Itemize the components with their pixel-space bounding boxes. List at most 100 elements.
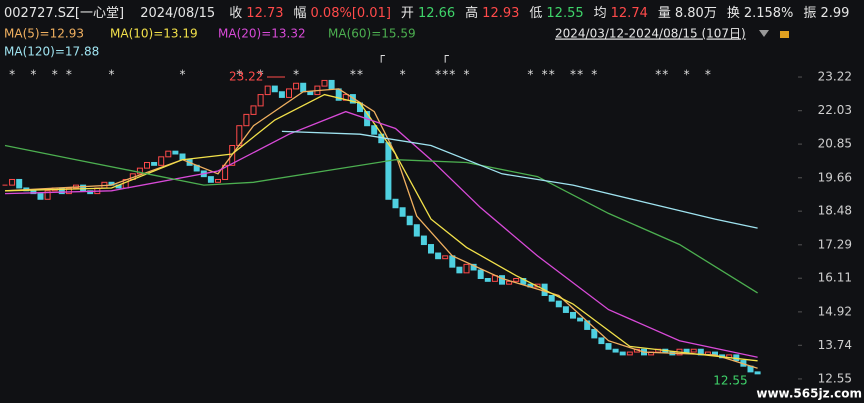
event-mark: * xyxy=(449,68,455,82)
candle xyxy=(626,351,633,356)
date: 2024/08/15 xyxy=(140,6,216,21)
event-mark: * xyxy=(180,68,186,82)
event-mark: * xyxy=(442,68,448,82)
event-mark: * xyxy=(258,68,264,82)
ma-line xyxy=(4,93,758,362)
event-mark: * xyxy=(293,68,299,82)
event-mark: * xyxy=(52,68,58,82)
candle xyxy=(9,178,16,186)
quote-label: 量 xyxy=(657,6,671,21)
candle xyxy=(499,275,505,285)
flag-mark: ┌ xyxy=(378,49,386,63)
legend-entry: MA(120)=17.88 xyxy=(4,45,99,59)
ma-line xyxy=(4,110,758,358)
candle xyxy=(506,280,513,285)
y-tick-label: 16.11 xyxy=(818,271,852,285)
candle xyxy=(207,176,214,183)
y-tick-label: 12.55 xyxy=(818,371,852,385)
candle xyxy=(286,88,292,98)
candle xyxy=(399,207,406,217)
event-mark: * xyxy=(400,68,406,82)
candle xyxy=(754,371,761,375)
event-mark: * xyxy=(236,68,242,82)
quote-value: 12.74 xyxy=(610,6,648,21)
quote-label: 开 xyxy=(400,6,414,21)
candle xyxy=(570,311,576,319)
candle xyxy=(151,161,158,166)
quote-label: 均 xyxy=(593,6,607,21)
quote-label: 振 xyxy=(803,6,817,21)
quote-label: 高 xyxy=(465,6,479,21)
candle xyxy=(513,277,520,282)
y-tick-label: 17.29 xyxy=(818,237,852,251)
y-tick-label: 22.03 xyxy=(818,103,852,117)
candle xyxy=(328,79,335,90)
candle xyxy=(80,184,87,192)
candle xyxy=(456,266,463,274)
event-mark: * xyxy=(9,68,15,82)
candle xyxy=(321,79,328,87)
candle xyxy=(449,255,456,268)
candle xyxy=(278,91,285,98)
quote-value: 12.93 xyxy=(482,6,520,21)
ma-line xyxy=(281,130,758,229)
candle xyxy=(690,348,697,353)
candle xyxy=(257,94,264,107)
quote-label: 低 xyxy=(529,6,543,21)
candle xyxy=(222,164,229,180)
candle xyxy=(264,85,271,96)
candle xyxy=(243,113,250,127)
candle xyxy=(435,252,442,260)
candle xyxy=(16,178,23,189)
candle xyxy=(413,224,420,237)
ma-line xyxy=(4,88,758,369)
quote-label: 幅 xyxy=(293,6,307,21)
candle xyxy=(577,317,584,322)
candle xyxy=(271,85,278,93)
candle xyxy=(484,277,491,282)
candle xyxy=(165,150,172,158)
candle xyxy=(463,263,470,274)
quote-value: 12.73 xyxy=(246,6,284,21)
quote-value: 12.55 xyxy=(546,6,584,21)
quote-label: 收 xyxy=(229,6,243,21)
quote-value: 2.99 xyxy=(820,6,850,21)
legend-entry: MA(20)=13.32 xyxy=(218,27,306,41)
quote-label: 换 xyxy=(726,6,740,21)
candle xyxy=(555,300,562,308)
event-mark: * xyxy=(350,68,356,82)
high-note: 23.22 xyxy=(229,70,263,84)
candle xyxy=(406,215,413,226)
candle xyxy=(605,343,612,350)
candle xyxy=(420,235,427,246)
y-tick-label: 13.74 xyxy=(818,338,852,352)
candle xyxy=(250,105,257,115)
candle xyxy=(293,82,300,90)
flag-mark: ┌ xyxy=(442,49,450,63)
candle xyxy=(520,277,527,285)
quote-value: 8.80万 xyxy=(674,6,717,21)
event-mark: * xyxy=(357,68,363,82)
y-tick-label: 20.85 xyxy=(818,137,852,151)
candle xyxy=(144,161,150,169)
candle xyxy=(158,156,165,166)
candle xyxy=(477,269,484,279)
legend-entry: MA(5)=12.93 xyxy=(4,27,84,41)
candle xyxy=(172,150,179,155)
quote-value: 12.66 xyxy=(417,6,456,21)
event-mark: * xyxy=(655,68,661,82)
watermark: www.565jz.com xyxy=(756,387,862,401)
candle xyxy=(619,351,626,356)
candle xyxy=(591,328,598,339)
event-mark: * xyxy=(591,68,597,82)
candle xyxy=(44,190,51,200)
event-mark: * xyxy=(464,68,470,82)
candle xyxy=(442,255,449,260)
event-mark: * xyxy=(549,68,555,82)
ma-line xyxy=(4,144,758,294)
event-mark: * xyxy=(577,68,583,82)
candle xyxy=(612,348,619,353)
event-mark: * xyxy=(542,68,548,82)
